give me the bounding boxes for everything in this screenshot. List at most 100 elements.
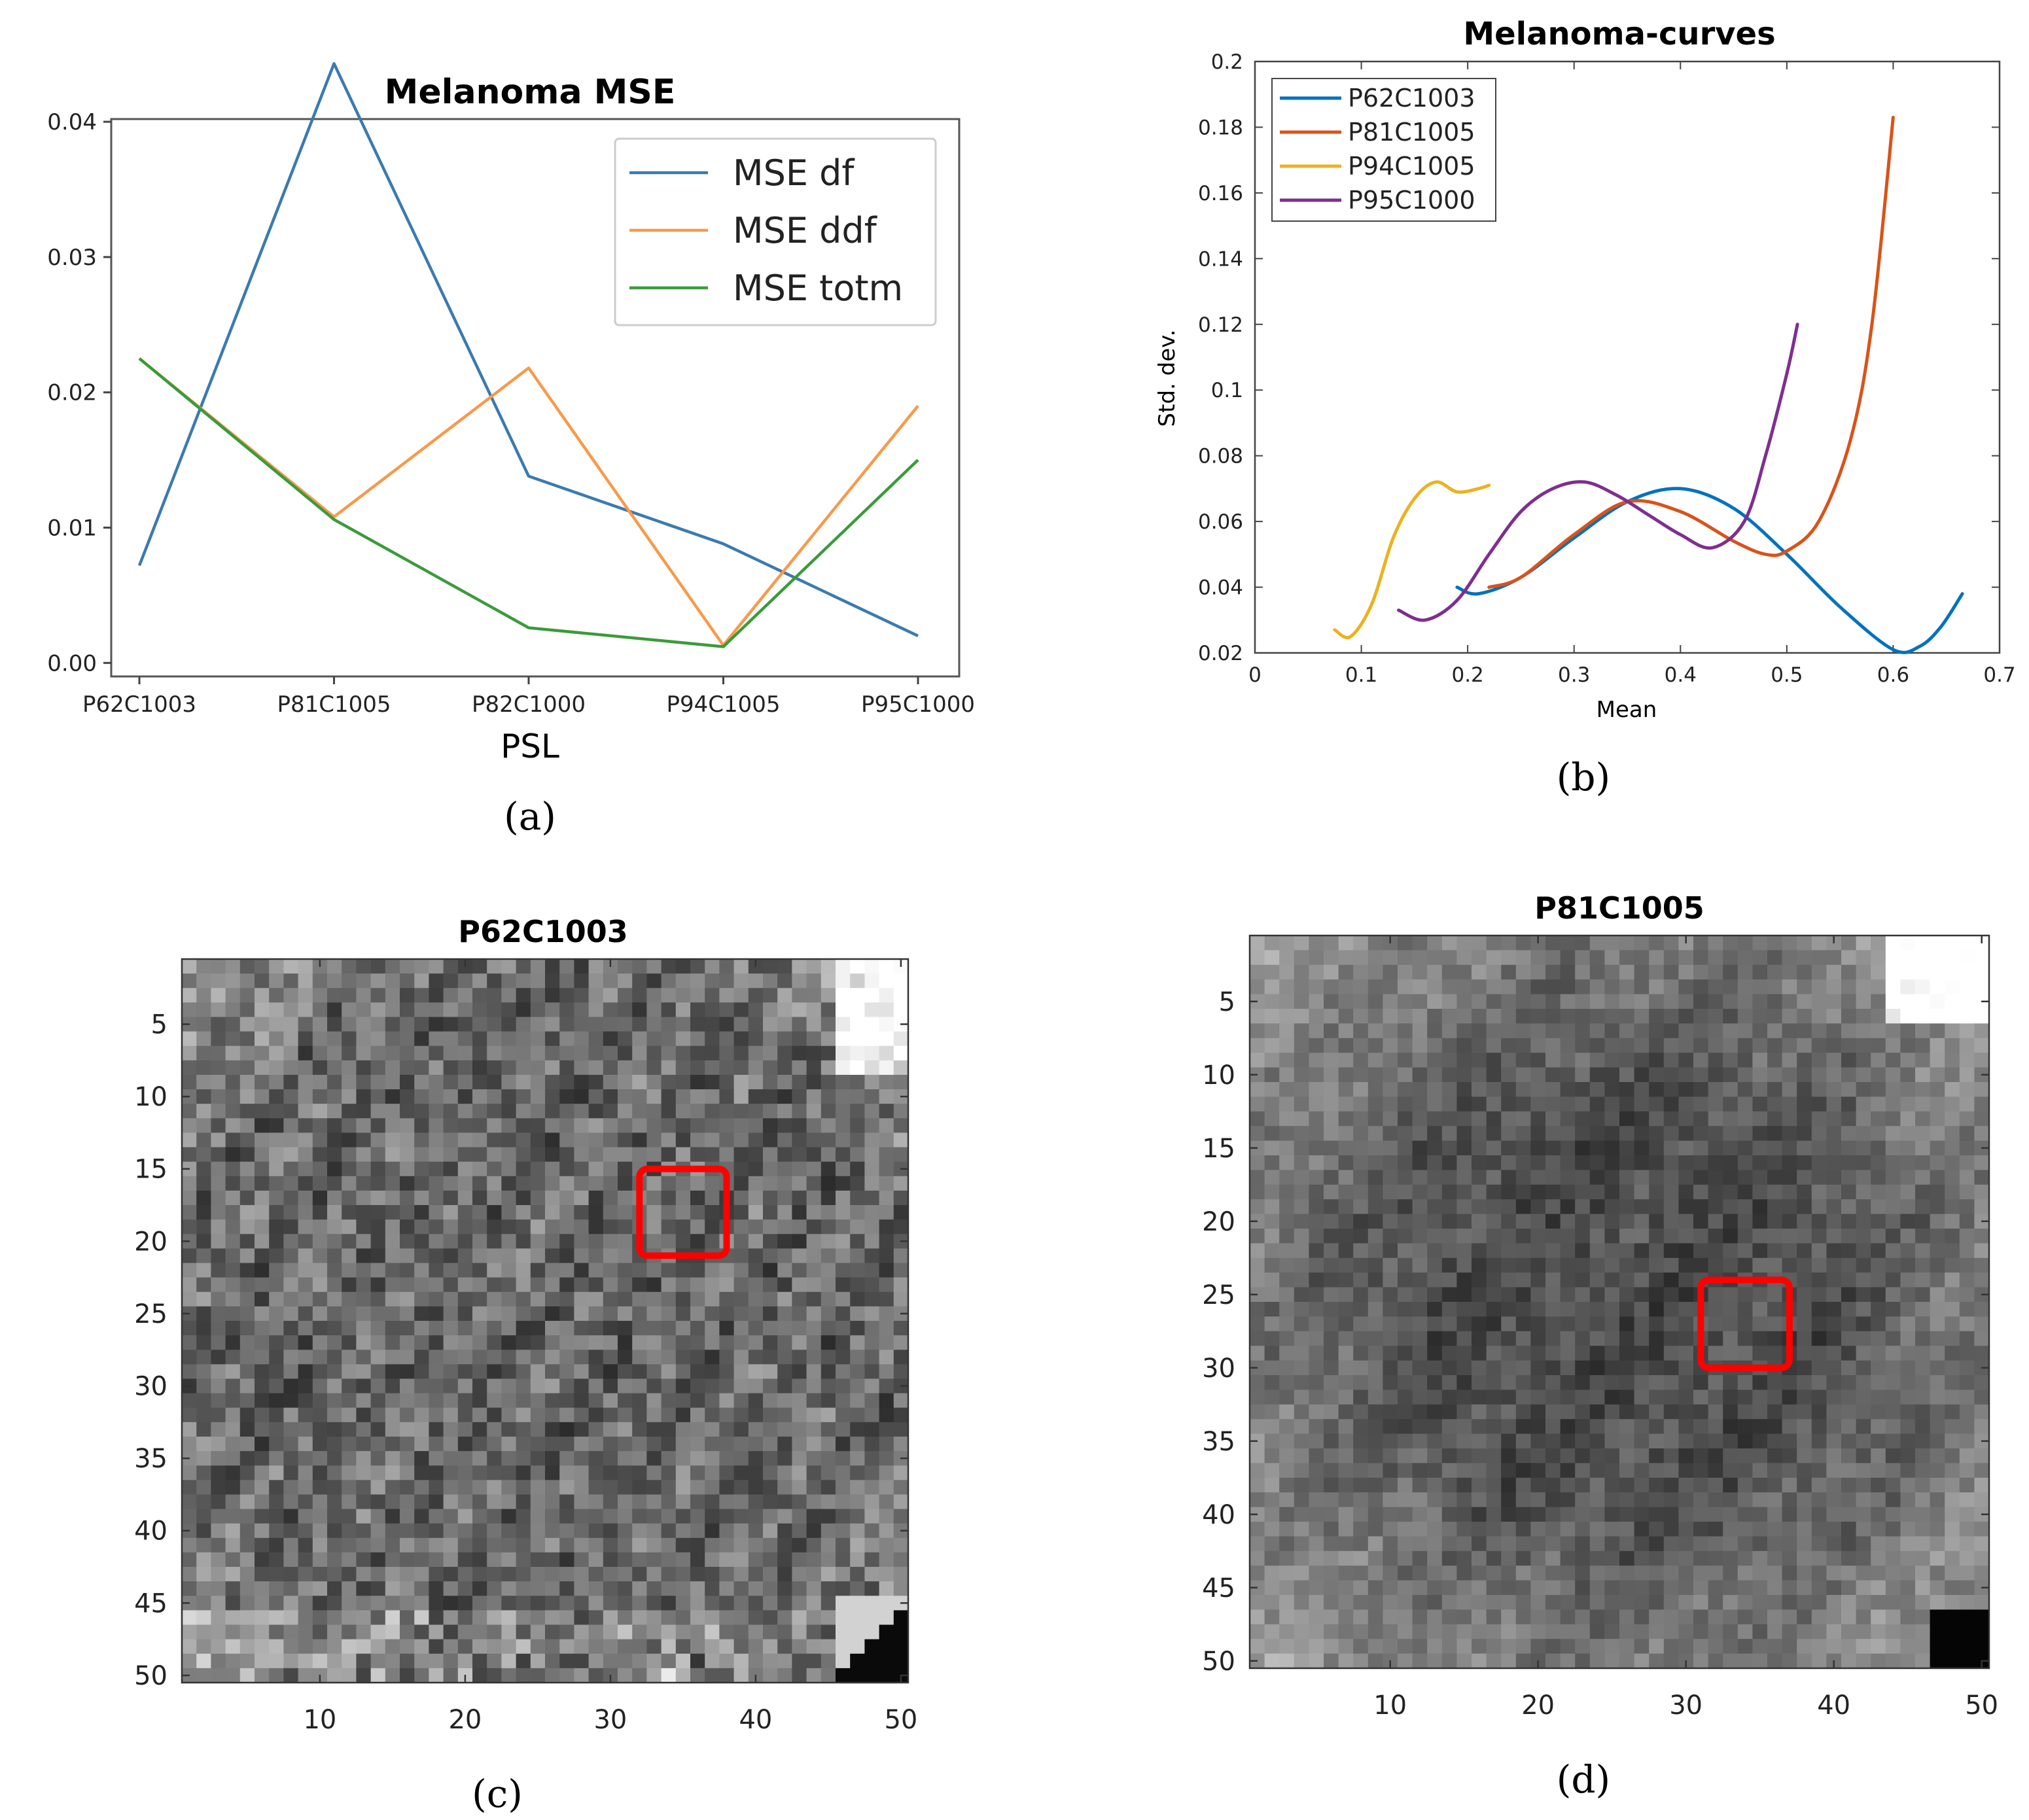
pd-pixel (1649, 1287, 1665, 1303)
pd-pixel (1841, 1257, 1857, 1273)
pc-pixel (312, 1248, 328, 1264)
pd-pixel (1915, 1360, 1931, 1376)
panel-a-legend-box (614, 137, 937, 326)
pd-pixel (1619, 1463, 1635, 1479)
pd-pixel (1930, 1067, 1945, 1083)
pd-pixel (1560, 1155, 1576, 1170)
pc-pixel (283, 959, 299, 974)
pc-pixel (298, 1422, 313, 1437)
pc-pixel (400, 1350, 415, 1365)
pd-pixel (1486, 1448, 1502, 1463)
pc-pixel (255, 1393, 270, 1409)
pd-pixel (1560, 1214, 1576, 1229)
pc-pixel (211, 1610, 226, 1626)
pd-pixel (1826, 1302, 1842, 1317)
pd-pixel (1900, 1316, 1916, 1332)
pd-pixel (1250, 1111, 1265, 1127)
pd-pixel (1723, 1170, 1738, 1185)
pc-pixel (820, 1350, 836, 1365)
pc-pixel (356, 1465, 372, 1480)
pd-pixel (1398, 1053, 1413, 1068)
pc-pixel (893, 1465, 909, 1480)
pd-pixel (1515, 1360, 1531, 1376)
pd-pixel (1915, 1477, 1931, 1493)
pc-pixel (545, 1523, 560, 1539)
pd-pixel (1250, 1302, 1265, 1317)
pc-pixel (545, 1205, 560, 1220)
pc-pixel (836, 1104, 851, 1119)
pd-pixel (1708, 1214, 1723, 1229)
pd-pixel (1560, 1229, 1576, 1244)
pd-pixel (1456, 979, 1472, 995)
pd-pixel (1515, 1550, 1531, 1566)
pc-pixel (414, 1509, 429, 1524)
pc-pixel (879, 1364, 894, 1380)
pd-pixel (1915, 1550, 1931, 1566)
pc-pixel (690, 1017, 705, 1032)
pc-pixel (385, 1537, 400, 1553)
pc-pixel (574, 1422, 590, 1437)
pc-pixel (545, 1596, 560, 1611)
pd-pixel (1472, 1155, 1487, 1170)
pd-pixel (1974, 1492, 1990, 1508)
pc-pixel (225, 1132, 241, 1148)
pc-pixel (370, 1263, 386, 1278)
pc-pixel (705, 1552, 720, 1567)
pc-pixel (588, 1610, 604, 1626)
pc-pixel (356, 1567, 372, 1582)
pd-pixel (1383, 1609, 1398, 1625)
pd-pixel (1678, 1346, 1694, 1361)
pc-pixel (690, 1132, 705, 1148)
pd-pixel (1264, 1477, 1280, 1493)
pc-pixel (705, 1234, 720, 1249)
panel-a-ytick-label: 0.00 (47, 650, 97, 676)
pd-pixel (1708, 1023, 1723, 1039)
pd-pixel (1915, 1257, 1931, 1273)
pd-pixel (1264, 1448, 1280, 1463)
pc-pixel (225, 1509, 241, 1524)
pc-pixel (792, 1436, 807, 1452)
pc-pixel (255, 1321, 270, 1336)
pd-pixel (1604, 979, 1620, 995)
pc-pixel (211, 1639, 226, 1654)
pc-pixel (312, 1523, 328, 1539)
pd-pixel (1294, 1243, 1309, 1259)
pd-pixel (1324, 964, 1339, 980)
pd-pixel (1693, 1477, 1709, 1493)
pd-pixel (1634, 1082, 1650, 1097)
pd-pixel (1560, 1140, 1576, 1156)
pd-pixel (1871, 1096, 1886, 1112)
pd-pixel (1545, 1433, 1561, 1449)
pd-pixel (1486, 1346, 1502, 1361)
pc-pixel (472, 1364, 487, 1380)
pc-pixel (588, 1089, 604, 1104)
pc-pixel (429, 1436, 444, 1452)
pc-pixel (356, 1364, 372, 1380)
pc-pixel (836, 1624, 851, 1640)
pd-pixel (1294, 1111, 1309, 1127)
pc-pixel (661, 1393, 677, 1409)
pc-pixel (763, 1277, 778, 1293)
pc-pixel (182, 1277, 197, 1293)
pd-pixel (1885, 1214, 1901, 1229)
pd-pixel (1619, 1009, 1635, 1024)
pd-pixel (1560, 1433, 1576, 1449)
pd-pixel (1915, 1009, 1931, 1024)
pc-pixel (632, 1523, 647, 1539)
pd-pixel (1501, 1507, 1517, 1522)
pc-pixel (487, 1436, 502, 1452)
pd-pixel (1324, 1522, 1339, 1537)
pd-pixel (1737, 1009, 1753, 1024)
pc-pixel (211, 1002, 226, 1018)
pc-pixel (574, 1364, 590, 1380)
pd-pixel (1560, 1375, 1576, 1390)
pc-pixel (530, 1610, 546, 1626)
pd-pixel (1427, 1331, 1443, 1346)
pd-pixel (1367, 1463, 1383, 1479)
pd-pixel (1309, 1390, 1324, 1405)
pc-pixel (792, 1378, 807, 1394)
pc-pixel (792, 1089, 807, 1104)
pd-pixel (1693, 964, 1709, 980)
panel-d-image (1250, 936, 1990, 1669)
pd-pixel (1856, 1111, 1871, 1127)
